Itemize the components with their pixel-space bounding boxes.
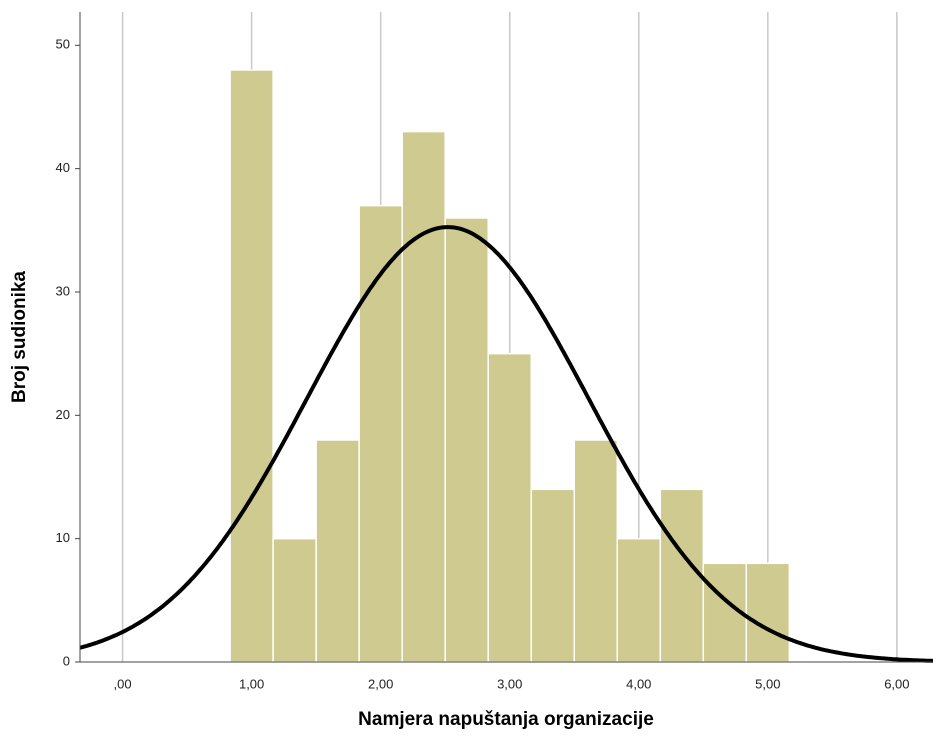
x-tick-label: 5,00 bbox=[755, 676, 780, 691]
bar bbox=[530, 488, 575, 663]
x-tick-label: 1,00 bbox=[239, 676, 264, 691]
y-axis-label: Broj sudionika bbox=[9, 271, 30, 403]
y-tick-label: 40 bbox=[56, 160, 70, 175]
bar bbox=[229, 69, 274, 663]
y-tick-label: 50 bbox=[56, 37, 70, 52]
bar bbox=[659, 488, 705, 663]
x-tick-label: 4,00 bbox=[626, 676, 651, 691]
y-tick-label: 0 bbox=[63, 653, 70, 668]
bar bbox=[315, 439, 360, 663]
x-tick-label: 3,00 bbox=[497, 676, 522, 691]
bar bbox=[573, 439, 619, 663]
y-tick-label: 20 bbox=[56, 407, 70, 422]
bar bbox=[444, 217, 489, 663]
bar bbox=[401, 130, 446, 663]
x-tick-label: 2,00 bbox=[368, 676, 393, 691]
x-tick-label: 6,00 bbox=[884, 676, 909, 691]
y-tick-label: 30 bbox=[56, 283, 70, 298]
normal-curve bbox=[79, 225, 933, 663]
x-axis-label: Namjera napuštanja organizacije bbox=[358, 709, 654, 730]
bar bbox=[745, 562, 791, 663]
y-tick-label: 10 bbox=[56, 530, 70, 545]
bar bbox=[487, 352, 532, 663]
x-tick-label: ,00 bbox=[114, 676, 132, 691]
bar bbox=[272, 537, 317, 663]
bar bbox=[616, 537, 662, 663]
